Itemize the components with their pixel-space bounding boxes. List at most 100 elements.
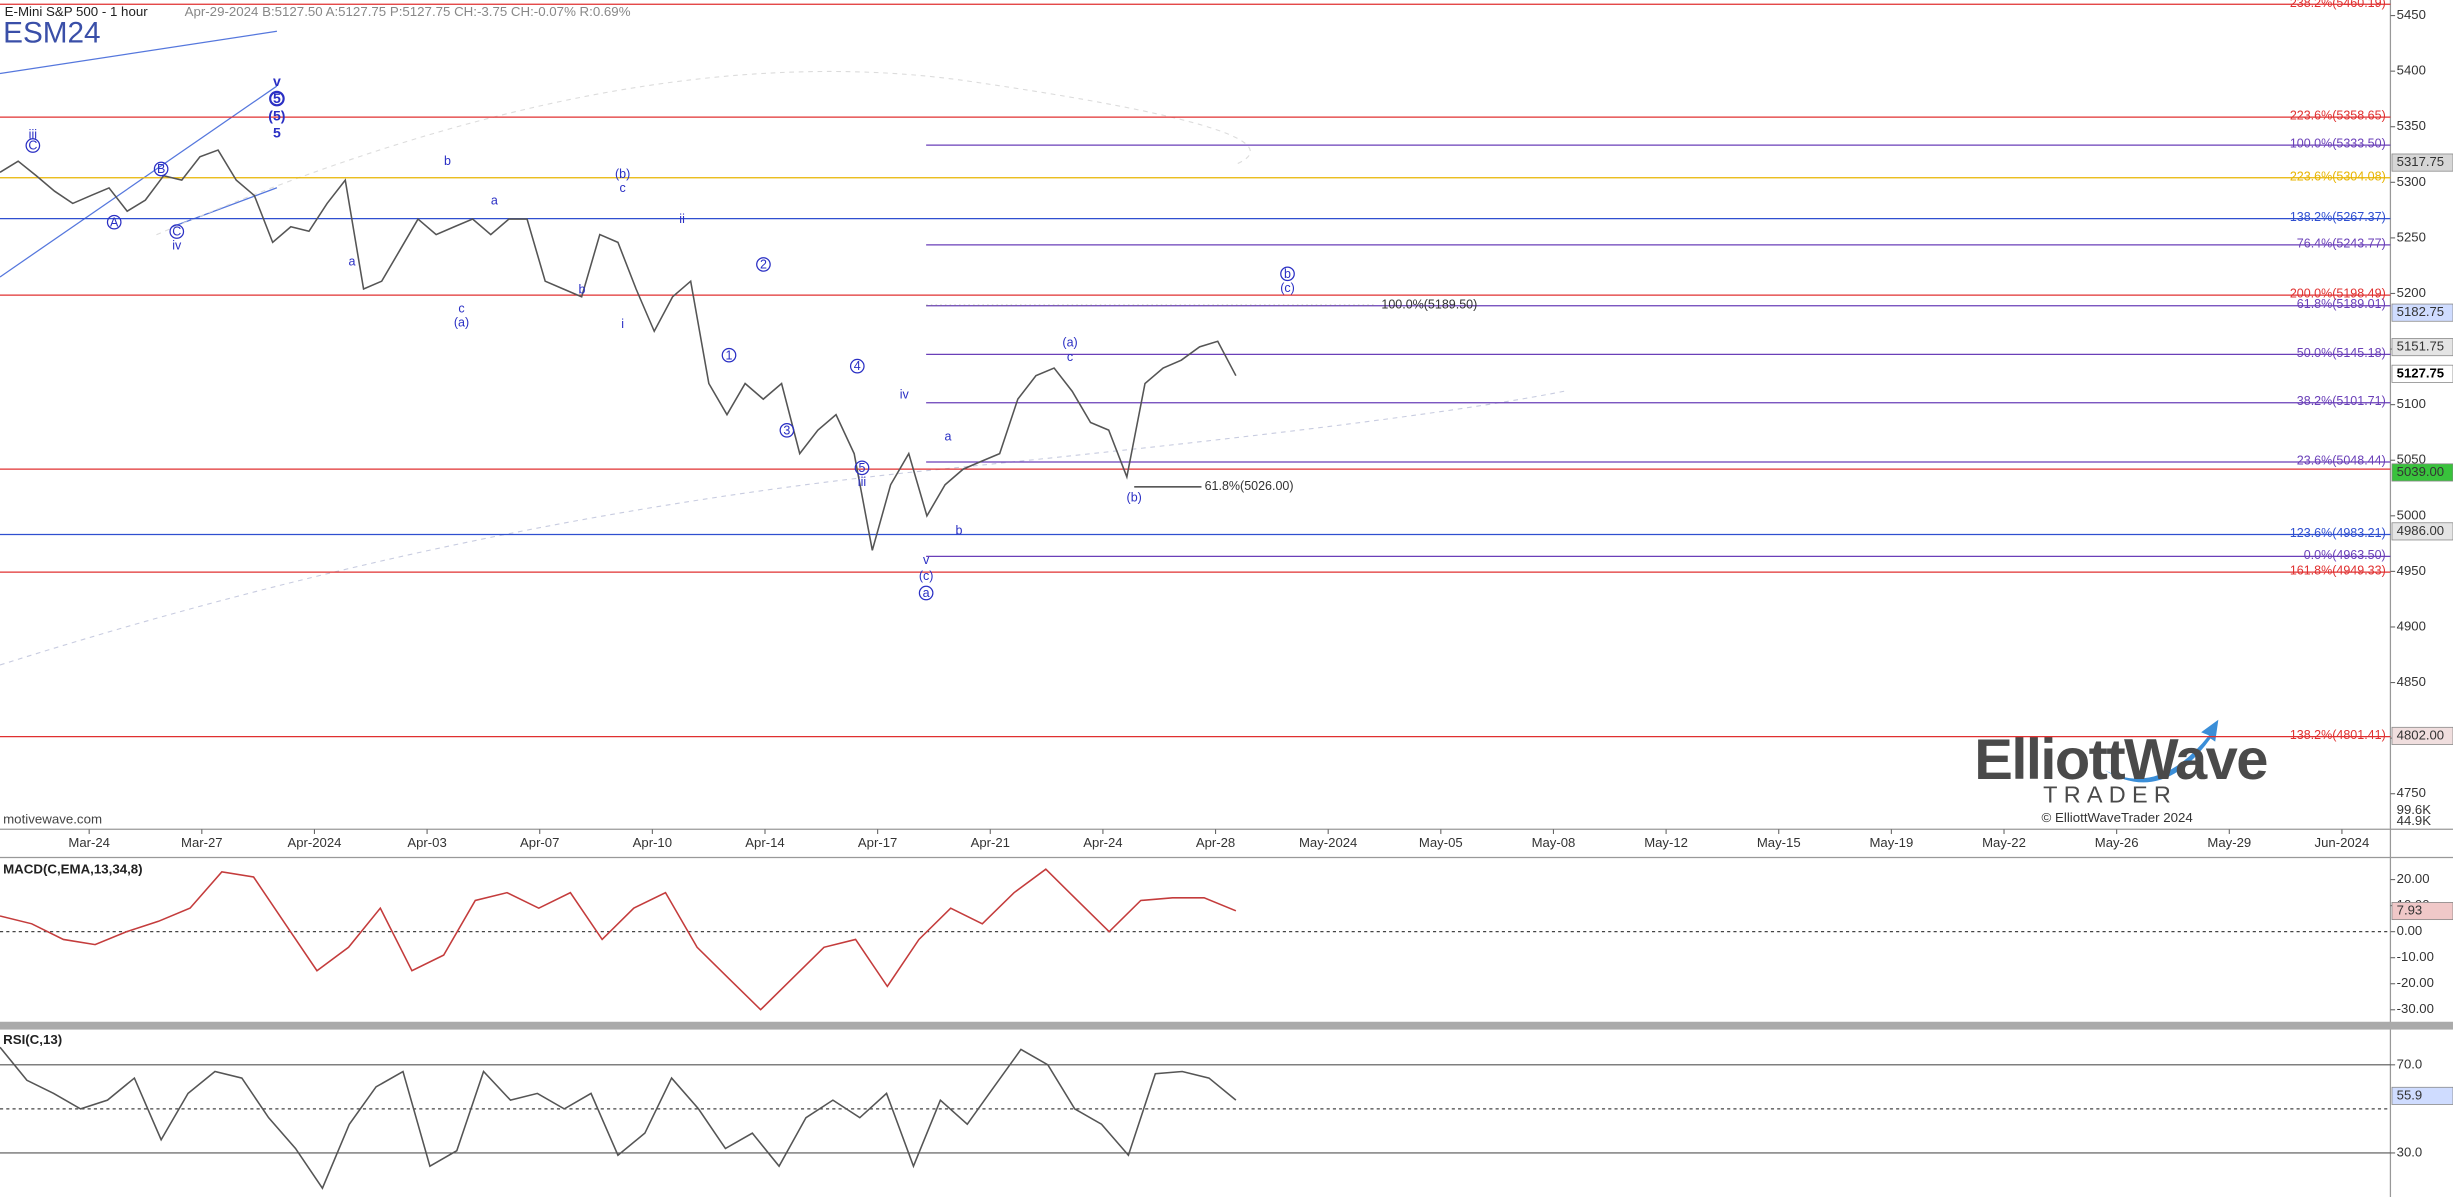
fib-level-label: 138.2%(5267.37)	[2290, 210, 2386, 224]
quote: Apr-29-2024 B:5127.50 A:5127.75 P:5127.7…	[185, 4, 631, 19]
wave-label: 5	[273, 90, 281, 106]
wave-label: A	[110, 215, 119, 229]
fib-level-label: 223.6%(5304.08)	[2290, 169, 2386, 183]
y-tick-label: 4950	[2397, 563, 2426, 578]
wave-circle	[854, 460, 870, 476]
price-tag	[2391, 726, 2453, 745]
volume-tag: 99.6K	[2397, 802, 2432, 817]
wave-label: c	[620, 181, 626, 195]
x-tick-label: May-05	[1419, 835, 1463, 850]
x-tick-label: May-2024	[1299, 835, 1357, 850]
volume-tag: 44.9K	[2397, 813, 2432, 828]
wave-label: (5)	[268, 107, 285, 123]
y-tick-label: 5450	[2397, 7, 2426, 22]
wave-label: c	[458, 301, 464, 315]
price-line	[0, 1046, 1237, 1190]
price-tag-label: 5182.75	[2397, 304, 2444, 319]
wave-label: iv	[900, 387, 910, 401]
x-tick-label: May-29	[2207, 835, 2251, 850]
price-tag	[2391, 153, 2453, 172]
price-tag	[2391, 522, 2453, 541]
x-tick-label: Apr-28	[1196, 835, 1235, 850]
price-tag	[2391, 338, 2453, 357]
y-tick-label: 70.0	[2397, 1056, 2423, 1071]
wave-circle	[756, 257, 771, 272]
guide-curve	[156, 70, 1251, 236]
wave-label: 5	[273, 125, 281, 141]
y-tick-label: 5350	[2397, 118, 2426, 133]
price-tag	[2391, 303, 2453, 322]
price-line	[0, 149, 1237, 551]
y-tick-label: -10.00	[2397, 949, 2434, 964]
wave-label: 2	[760, 258, 767, 272]
wave-label: B	[157, 162, 165, 176]
x-tick-label: Apr-2024	[287, 835, 341, 850]
indicator-title: MACD(C,EMA,13,34,8)	[3, 861, 142, 876]
wave-label: (a)	[454, 315, 469, 329]
y-tick-label: 4750	[2397, 785, 2426, 800]
instrument: E-Mini S&P 500 - 1 hour	[5, 4, 149, 19]
wave-label: b	[956, 524, 963, 538]
x-tick-label: May-12	[1644, 835, 1688, 850]
price-tag-label: 5127.75	[2397, 365, 2444, 380]
y-tick-label: 5200	[2397, 285, 2426, 300]
price-tag-label: 5151.75	[2397, 339, 2444, 354]
x-tick-label: Apr-17	[858, 835, 897, 850]
fib-level-label: 76.4%(5243.77)	[2297, 236, 2386, 250]
x-tick-label: Mar-24	[68, 835, 110, 850]
wave-label: ii	[679, 212, 685, 226]
x-tick-label: May-19	[1869, 835, 1913, 850]
logo-name: ElliottWave	[1974, 728, 2267, 792]
wave-circle	[849, 358, 865, 374]
y-tick-label: 30.0	[2397, 1144, 2423, 1159]
wave-label: 3	[783, 423, 790, 437]
wave-label: c	[1067, 350, 1073, 364]
wave-label: b	[444, 154, 451, 168]
fib-level-label: 50.0%(5145.18)	[2297, 346, 2386, 360]
wave-label: a	[491, 193, 498, 207]
price-tag-label: 55.9	[2397, 1087, 2423, 1102]
x-tick-label: Apr-07	[520, 835, 559, 850]
channel-line	[0, 85, 278, 278]
fib-level-label: 0.0%(4963.50)	[2304, 548, 2386, 562]
wave-label: C	[28, 139, 37, 153]
x-tick-label: May-26	[2095, 835, 2139, 850]
wave-label: (a)	[1062, 336, 1077, 350]
x-tick-label: Apr-21	[971, 835, 1010, 850]
annotation: 61.8%(5026.00)	[1205, 479, 1294, 493]
fib-level-label: 61.8%(5189.01)	[2297, 297, 2386, 311]
fib-level-label: 138.2%(4801.41)	[2290, 728, 2386, 742]
price-tag	[2391, 364, 2453, 383]
price-tag	[2391, 902, 2453, 921]
price-tag-label: 4802.00	[2397, 727, 2444, 742]
x-tick-label: Mar-27	[181, 835, 223, 850]
logo-swoosh	[2104, 719, 2219, 783]
wave-label: 5	[859, 461, 866, 475]
y-tick-label: 5000	[2397, 507, 2426, 522]
symbol-title: ESM24	[3, 16, 100, 49]
fib-level-label: 38.2%(5101.71)	[2297, 394, 2386, 408]
price-tag-label: 5317.75	[2397, 154, 2444, 169]
wave-label: v	[273, 73, 281, 89]
x-tick-label: Jun-2024	[2315, 835, 2370, 850]
wave-label: i	[621, 317, 624, 331]
wave-circle	[153, 161, 169, 177]
wave-label: (b)	[1127, 491, 1142, 505]
wave-circle	[779, 422, 795, 438]
fib-level-label: 161.8%(4949.33)	[2290, 564, 2386, 578]
channel-line	[171, 187, 278, 228]
wave-circle	[106, 214, 122, 230]
wave-label: 4	[854, 359, 861, 373]
wave-label: iii	[29, 128, 37, 142]
fib-level-label: 100.0%(5333.50)	[2290, 137, 2386, 151]
y-tick-label: 4900	[2397, 618, 2426, 633]
wave-label: v	[923, 553, 930, 567]
logo-copyright: © ElliottWaveTrader 2024	[2042, 810, 2193, 825]
wave-label: b	[1284, 267, 1291, 281]
panel-separator	[0, 1021, 2453, 1030]
fib-level-label: 223.6%(5358.65)	[2290, 109, 2386, 123]
price-tag-label: 7.93	[2397, 902, 2423, 917]
wave-label: (b)	[615, 167, 630, 181]
